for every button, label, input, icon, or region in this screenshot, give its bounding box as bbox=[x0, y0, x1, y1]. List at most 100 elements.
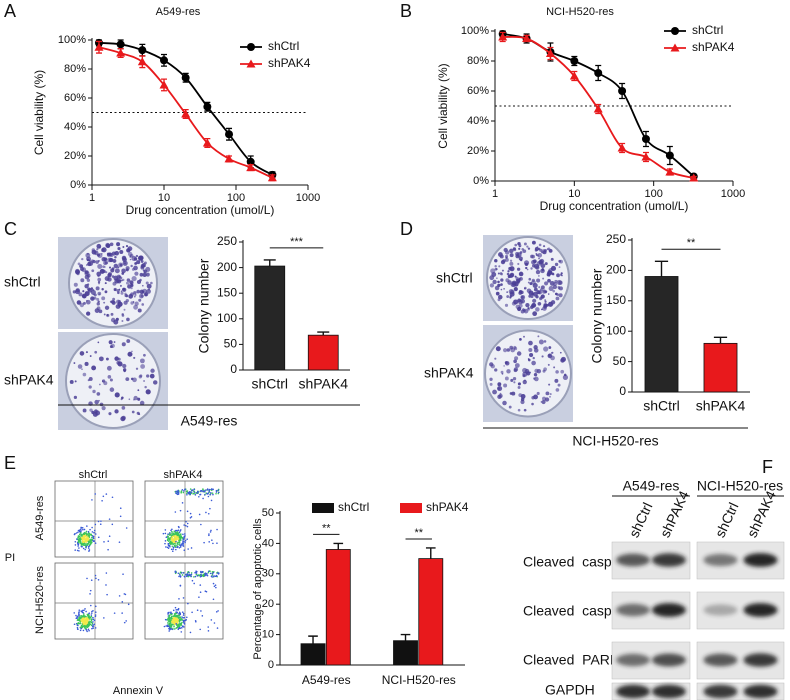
flow-event bbox=[87, 618, 90, 621]
flow-event bbox=[180, 627, 183, 629]
colony bbox=[497, 382, 502, 387]
colony bbox=[129, 280, 134, 285]
marker bbox=[569, 71, 579, 80]
colony bbox=[90, 296, 95, 301]
flow-event bbox=[75, 617, 78, 620]
colony bbox=[554, 262, 559, 267]
colony bbox=[533, 377, 536, 380]
colony bbox=[504, 257, 509, 262]
flow-event bbox=[166, 624, 169, 626]
flow-event bbox=[91, 622, 94, 625]
colony bbox=[87, 283, 90, 286]
colony bbox=[498, 252, 503, 257]
flow-event bbox=[179, 546, 182, 548]
colony bbox=[513, 381, 516, 384]
error-bar bbox=[654, 260, 669, 277]
flow-event bbox=[205, 511, 207, 514]
flow-event bbox=[182, 533, 184, 536]
flow-event bbox=[165, 619, 167, 621]
flow-event bbox=[82, 614, 85, 617]
colony bbox=[150, 281, 153, 285]
legend-marker bbox=[671, 27, 679, 35]
flow-event bbox=[100, 520, 102, 522]
flow-event bbox=[92, 539, 94, 542]
colony bbox=[494, 357, 497, 360]
colony bbox=[104, 290, 108, 294]
flow-event bbox=[172, 540, 175, 542]
marker bbox=[116, 40, 125, 49]
bar bbox=[644, 276, 679, 393]
flow-event bbox=[189, 488, 192, 490]
colony bbox=[85, 264, 88, 266]
flow-event bbox=[182, 491, 185, 494]
flow-column-label: shPAK4 bbox=[164, 469, 203, 481]
colony bbox=[508, 405, 512, 409]
colony bbox=[143, 353, 146, 357]
colony bbox=[87, 288, 93, 293]
flow-event bbox=[193, 576, 195, 578]
flow-event bbox=[169, 540, 172, 543]
flow-event bbox=[89, 593, 91, 595]
flow-event bbox=[107, 540, 110, 543]
colony bbox=[528, 340, 533, 346]
colony bbox=[531, 240, 536, 245]
x-tick-label: 1000 bbox=[721, 188, 745, 200]
colony bbox=[509, 259, 513, 262]
colony bbox=[89, 408, 93, 412]
flow-event bbox=[173, 614, 176, 617]
colony bbox=[539, 296, 543, 300]
flow-event bbox=[119, 507, 122, 510]
colony bbox=[515, 276, 519, 281]
flow-event bbox=[74, 549, 77, 551]
colony bbox=[540, 263, 546, 269]
flow-event bbox=[165, 546, 167, 548]
flow-event bbox=[168, 614, 170, 617]
flow-event bbox=[94, 627, 97, 629]
flow-event bbox=[91, 499, 93, 501]
flow-event bbox=[212, 493, 214, 496]
colony bbox=[119, 284, 122, 287]
colony bbox=[150, 368, 155, 373]
flow-event bbox=[77, 541, 80, 544]
colony bbox=[514, 243, 518, 247]
flow-event bbox=[202, 488, 204, 490]
flow-event bbox=[183, 626, 185, 628]
colony bbox=[109, 242, 114, 247]
colony bbox=[114, 268, 120, 274]
flow-event bbox=[210, 491, 212, 494]
flow-event bbox=[103, 617, 105, 619]
flow-event bbox=[93, 540, 96, 542]
flow-event bbox=[189, 493, 192, 496]
flow-event bbox=[191, 579, 194, 582]
flow-event bbox=[80, 627, 83, 630]
colony bbox=[559, 351, 562, 354]
flow-event bbox=[87, 540, 90, 543]
flow-event bbox=[111, 496, 114, 499]
flow-event bbox=[122, 573, 124, 575]
flow-event bbox=[97, 578, 100, 581]
flow-event bbox=[86, 617, 89, 620]
flow-event bbox=[181, 502, 184, 504]
flow-event bbox=[166, 622, 169, 624]
flow-event bbox=[178, 575, 180, 578]
colony bbox=[123, 308, 126, 311]
colony bbox=[514, 275, 517, 278]
colony bbox=[548, 353, 551, 357]
series-line bbox=[98, 42, 273, 176]
colony bbox=[87, 261, 92, 267]
colony bbox=[114, 288, 117, 291]
flow-event bbox=[173, 535, 176, 538]
colony bbox=[126, 281, 130, 285]
colony bbox=[117, 246, 121, 251]
flow-event bbox=[179, 530, 182, 532]
colony bbox=[73, 362, 76, 364]
flow-event bbox=[78, 614, 80, 617]
colony bbox=[81, 293, 87, 299]
y-tick-label: 20% bbox=[467, 145, 489, 157]
colony bbox=[527, 247, 531, 250]
flow-event bbox=[86, 630, 88, 633]
colony bbox=[139, 358, 145, 364]
blot-band bbox=[651, 653, 686, 667]
lane-label: shCtrl bbox=[712, 500, 742, 540]
bar bbox=[418, 558, 444, 666]
